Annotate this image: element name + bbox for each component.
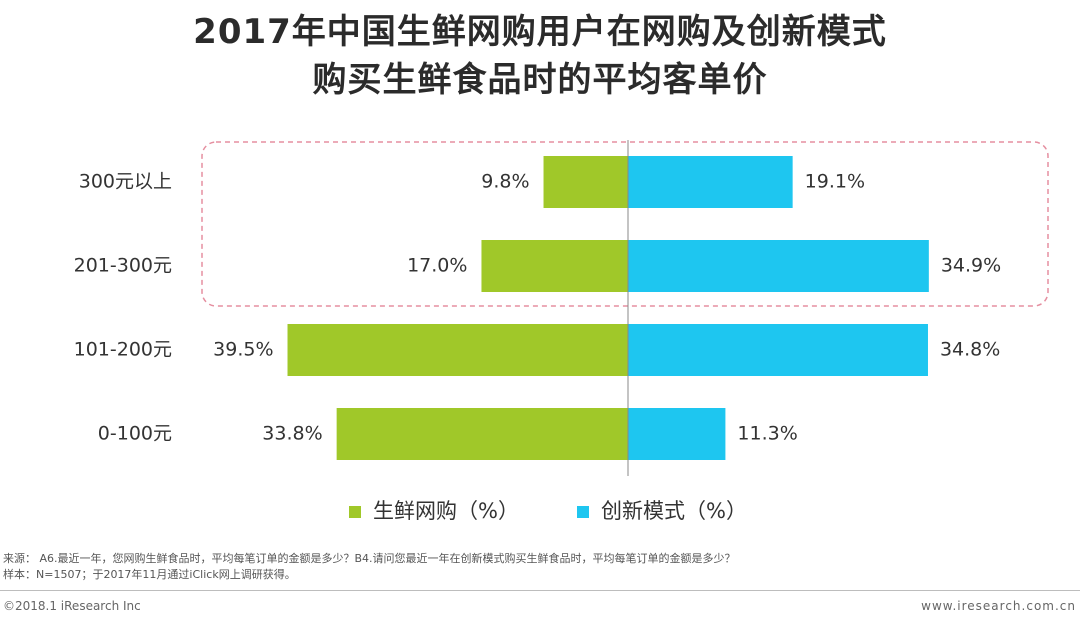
chart-area: 300元以上 9.8% 19.1% 201-300元 17.0% 34.9% 101-200… (74, 140, 1049, 523)
legend-swatch-green (349, 506, 361, 518)
category-label-row-3: 101-200元 (74, 339, 172, 361)
bar-blue-row-4 (628, 408, 726, 460)
sample-note: 样本：N=1507；于2017年11月通过iClick网上调研获得。 (3, 568, 296, 581)
category-label-row-1: 300元以上 (79, 171, 172, 193)
data-label-blue-row-3: 34.8% (940, 339, 1000, 361)
bar-blue-row-3 (628, 324, 928, 376)
chart-title-line2: 购买生鲜食品时的平均客单价 (312, 60, 768, 100)
data-label-blue-row-1: 19.1% (805, 171, 865, 193)
bar-green-row-3 (287, 324, 628, 376)
bar-green-row-2 (481, 240, 628, 292)
data-label-blue-row-2: 34.9% (941, 255, 1001, 277)
data-label-green-row-1: 9.8% (481, 171, 529, 193)
data-label-green-row-2: 17.0% (407, 255, 467, 277)
category-label-row-4: 0-100元 (98, 423, 172, 445)
legend-label-green: 生鲜网购（%） (373, 499, 519, 523)
data-label-green-row-4: 33.8% (262, 423, 322, 445)
bar-blue-row-2 (628, 240, 929, 292)
legend-label-blue: 创新模式（%） (601, 499, 747, 523)
copyright-text: ©2018.1 iResearch Inc (3, 599, 141, 613)
bar-blue-row-1 (628, 156, 793, 208)
chart-title-line1: 2017年中国生鲜网购用户在网购及创新模式 (193, 12, 887, 52)
legend-swatch-blue (577, 506, 589, 518)
category-label-row-2: 201-300元 (74, 255, 172, 277)
website-text: www.iresearch.com.cn (921, 599, 1076, 613)
bar-green-row-1 (543, 156, 628, 208)
highlight-box (201, 141, 1049, 307)
data-label-green-row-3: 39.5% (213, 339, 273, 361)
bar-green-row-4 (336, 408, 628, 460)
source-note: 来源： A6.最近一年，您网购生鲜食品时，平均每笔订单的金额是多少？B4.请问您… (3, 552, 736, 565)
data-label-blue-row-4: 11.3% (737, 423, 797, 445)
footer-divider (0, 590, 1080, 591)
